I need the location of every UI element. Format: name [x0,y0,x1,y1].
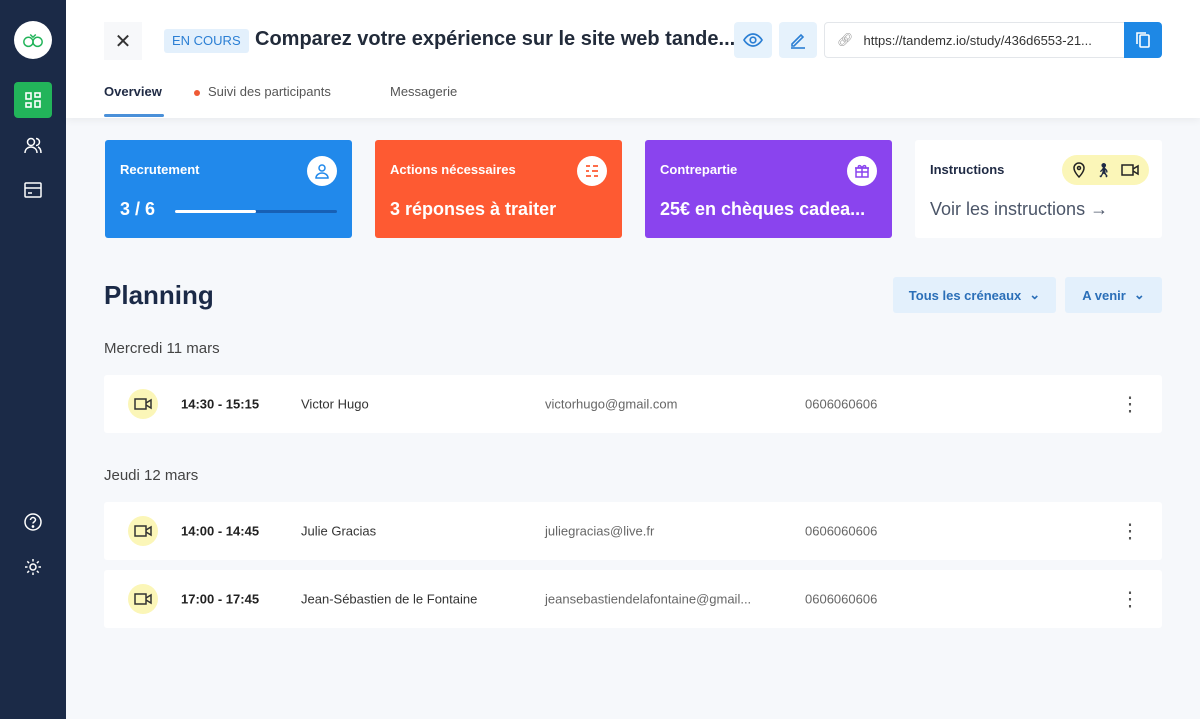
sidebar-item-settings[interactable] [14,549,52,585]
more-options-icon[interactable]: ⋮ [1120,520,1140,543]
link-icon: 🔗︎ [837,32,854,47]
participant-email: victorhugo@gmail.com [545,396,678,412]
card-recrutement[interactable]: Recrutement 3 / 6 [105,140,352,238]
copy-url-button[interactable] [1124,22,1162,58]
recruitment-progress [175,210,337,213]
slot-time: 14:00 - 14:45 [181,523,260,539]
instruction-types: 🚶︎ [1062,155,1149,185]
card-icon [24,182,42,198]
close-button[interactable]: ✕ [104,22,142,60]
period-filter-dropdown[interactable]: A venir ⌄ [1065,277,1162,313]
slots-filter-dropdown[interactable]: Tous les créneaux ⌄ [893,277,1056,313]
status-badge: EN COURS [164,29,249,53]
video-icon [128,584,158,614]
table-row[interactable]: 17:00 - 17:45 Jean-Sébastien de le Fonta… [104,570,1162,628]
participant-phone: 0606060606 [805,396,878,412]
tab-messagerie[interactable]: Messagerie [390,84,458,99]
participant-name: Victor Hugo [301,396,369,412]
preview-button[interactable] [734,22,772,58]
page-title: Comparez votre expérience sur le site we… [255,28,736,50]
more-options-icon[interactable]: ⋮ [1120,393,1140,416]
user-icon [307,156,337,186]
edit-button[interactable] [779,22,817,58]
pencil-icon [791,33,805,49]
video-icon [128,516,158,546]
walk-icon: 🚶︎ [1094,161,1113,178]
tab-suivi-participants[interactable]: Suivi des participants [194,84,331,99]
sidebar-item-users[interactable] [14,127,52,163]
eye-icon [743,33,763,47]
sidebar-item-help[interactable] [14,504,52,540]
notification-dot [194,89,200,96]
help-icon [24,513,42,531]
settings-icon [25,559,41,575]
gift-icon [847,156,877,186]
slot-time: 17:00 - 17:45 [181,591,260,607]
table-row[interactable]: 14:00 - 14:45 Julie Gracias juliegracias… [104,502,1162,560]
sidebar-item-dashboard[interactable] [14,82,52,118]
participant-name: Jean-Sébastien de le Fontaine [301,591,478,607]
day-label: Mercredi 11 mars [104,340,220,357]
participant-email: juliegracias@live.fr [545,523,655,539]
card-actions[interactable]: Actions nécessaires 3 réponses à traiter [375,140,622,238]
more-options-icon[interactable]: ⋮ [1120,588,1140,611]
participant-name: Julie Gracias [301,523,377,539]
location-icon [1073,162,1085,178]
day-label: Jeudi 12 mars [104,467,199,484]
card-contrepartie[interactable]: Contrepartie 25€ en chèques cadea... [645,140,892,238]
close-icon: ✕ [114,30,132,53]
planning-title: Planning [104,280,214,310]
study-url-field[interactable]: 🔗︎ https://tandemz.io/study/436d6553-21..… [824,22,1126,58]
active-tab-indicator [104,114,164,117]
participant-phone: 0606060606 [805,591,878,607]
chevron-down-icon: ⌄ [1029,287,1041,302]
sidebar [0,0,66,719]
participant-phone: 0606060606 [805,523,878,539]
header: ✕ EN COURS Comparez votre expérience sur… [66,0,1200,118]
users-icon [24,137,42,154]
card-instructions[interactable]: Instructions Voir les instructions → 🚶︎ [915,140,1162,238]
slot-time: 14:30 - 15:15 [181,396,260,412]
copy-icon [1136,32,1150,48]
sidebar-item-card[interactable] [14,172,52,208]
chevron-down-icon: ⌄ [1133,287,1145,302]
table-row[interactable]: 14:30 - 15:15 Victor Hugo victorhugo@gma… [104,375,1162,433]
video-icon [128,389,158,419]
tab-overview[interactable]: Overview [104,84,162,99]
list-icon [577,156,607,186]
logo[interactable] [14,21,52,59]
participant-email: jeansebastiendelafontaine@gmail... [545,591,752,607]
dashboard-icon [25,92,41,108]
video-icon [1121,164,1139,176]
